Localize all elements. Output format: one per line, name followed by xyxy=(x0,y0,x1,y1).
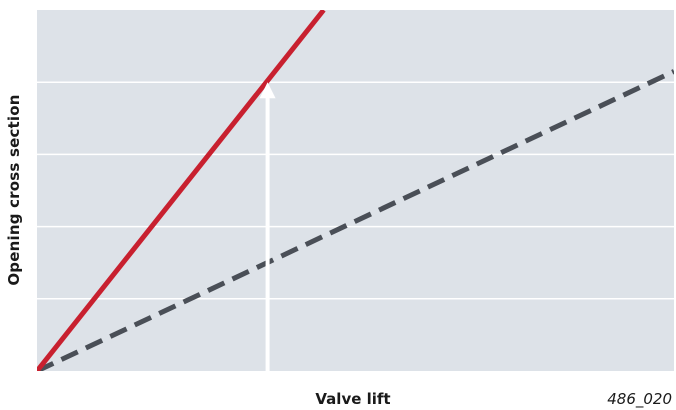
y-axis-label: Opening cross section xyxy=(5,94,23,286)
annotation-layer xyxy=(259,82,276,371)
x-axis-label: Valve lift xyxy=(315,390,391,408)
plot-area xyxy=(37,10,674,371)
arrow-head xyxy=(259,82,276,99)
dashed-series-line xyxy=(37,69,674,371)
figure-id: 486_020 xyxy=(607,390,672,408)
grid-lines xyxy=(37,81,674,300)
series-layer xyxy=(37,10,674,371)
solid-series-line xyxy=(37,10,326,371)
